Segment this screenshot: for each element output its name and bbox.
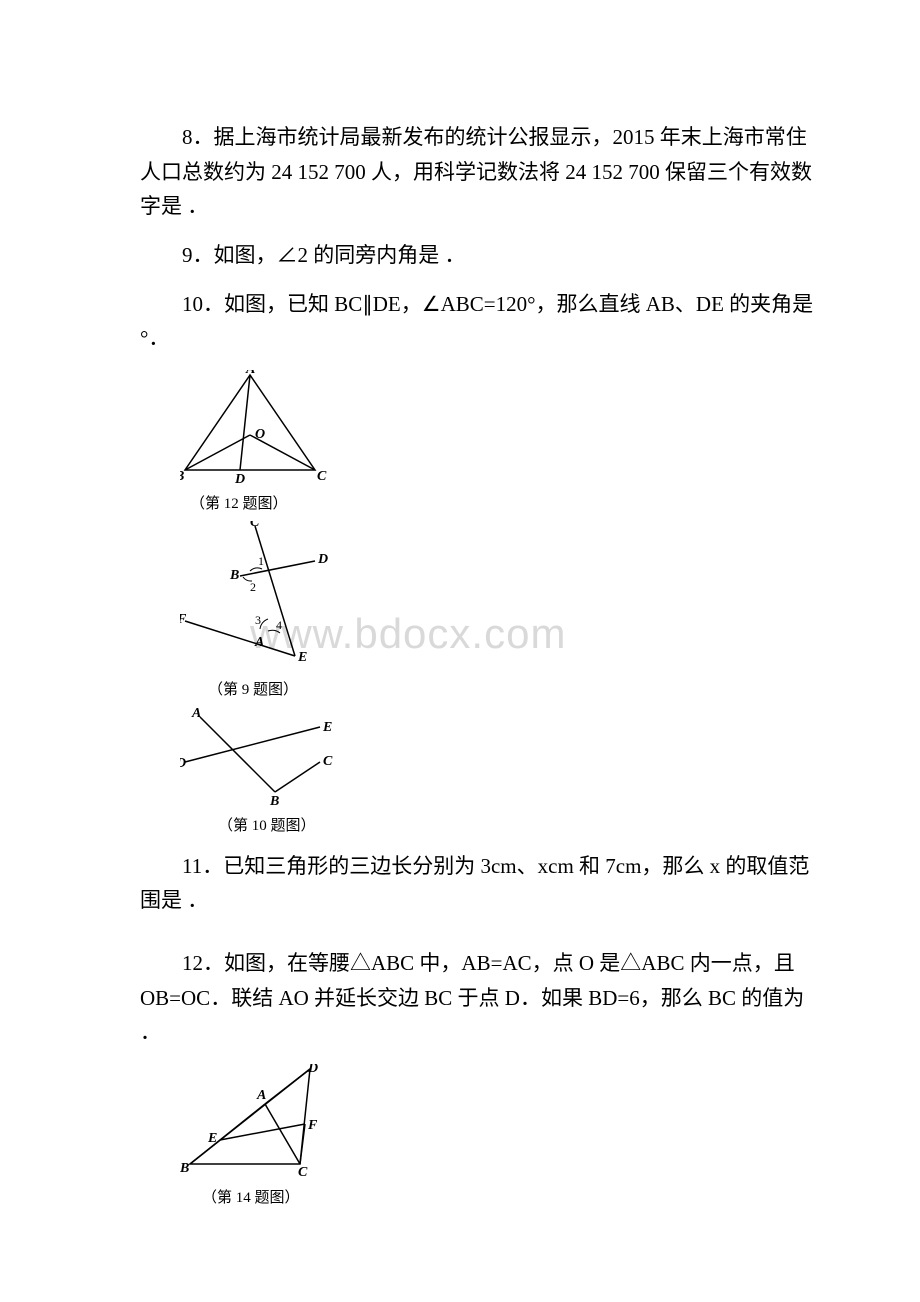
figure-10: A D E B C （第 10 题图） [180, 707, 820, 835]
figures-group-1: A B C D O （第 12 题图） [180, 370, 820, 835]
question-9: 9．如图，∠2 的同旁内角是 ． [140, 238, 820, 273]
svg-text:B: B [180, 1161, 189, 1176]
question-11: 11．已知三角形的三边长分别为 3cm、xcm 和 7cm，那么 x 的取值范围… [140, 849, 820, 918]
question-8: 8．据上海市统计局最新发布的统计公报显示，2015 年末上海市常住人口总数约为 … [140, 120, 820, 224]
svg-text:A: A [256, 1088, 266, 1103]
svg-text:F: F [307, 1118, 318, 1133]
svg-text:C: C [317, 469, 327, 484]
svg-text:F: F [180, 612, 187, 627]
svg-text:D: D [234, 472, 245, 485]
svg-text:E: E [297, 650, 307, 665]
svg-text:O: O [255, 427, 265, 442]
svg-text:E: E [322, 720, 332, 735]
figure-14: D A B C E F （第 14 题图） [180, 1064, 820, 1207]
svg-text:1: 1 [258, 554, 264, 568]
figure-9-svg: C D B F A E 1 2 3 4 [180, 521, 340, 671]
svg-text:A: A [191, 707, 201, 721]
svg-text:4: 4 [276, 618, 282, 632]
figure-14-svg: D A B C E F [180, 1064, 340, 1179]
figures-group-2: D A B C E F （第 14 题图） [180, 1064, 820, 1207]
svg-text:A: A [254, 635, 264, 650]
figure-9: C D B F A E 1 2 3 4 （第 9 题图） [180, 521, 820, 699]
figure-9-caption: （第 9 题图） [208, 678, 820, 699]
document-content: 8．据上海市统计局最新发布的统计公报显示，2015 年末上海市常住人口总数约为 … [140, 120, 820, 1207]
svg-text:D: D [307, 1064, 318, 1076]
svg-text:2: 2 [250, 580, 256, 594]
question-10: 10．如图，已知 BC∥DE，∠ABC=120°，那么直线 AB、DE 的夹角是… [140, 287, 820, 356]
svg-text:C: C [250, 521, 260, 530]
svg-text:E: E [207, 1131, 217, 1146]
figure-12-svg: A B C D O [180, 370, 330, 485]
svg-text:C: C [298, 1165, 308, 1179]
question-12: 12．如图，在等腰△ABC 中，AB=AC，点 O 是△ABC 内一点，且 OB… [140, 946, 820, 1050]
svg-text:D: D [180, 756, 186, 771]
svg-text:B: B [180, 469, 184, 484]
svg-text:C: C [323, 754, 333, 769]
svg-text:D: D [317, 552, 328, 567]
figure-12-caption: （第 12 题图） [190, 492, 820, 513]
figure-10-caption: （第 10 题图） [218, 814, 820, 835]
figure-10-svg: A D E B C [180, 707, 350, 807]
svg-text:B: B [229, 568, 239, 583]
figure-14-caption: （第 14 题图） [202, 1186, 820, 1207]
svg-text:A: A [245, 370, 255, 377]
svg-text:3: 3 [255, 613, 261, 627]
svg-text:B: B [269, 794, 279, 807]
figure-12: A B C D O （第 12 题图） [180, 370, 820, 513]
